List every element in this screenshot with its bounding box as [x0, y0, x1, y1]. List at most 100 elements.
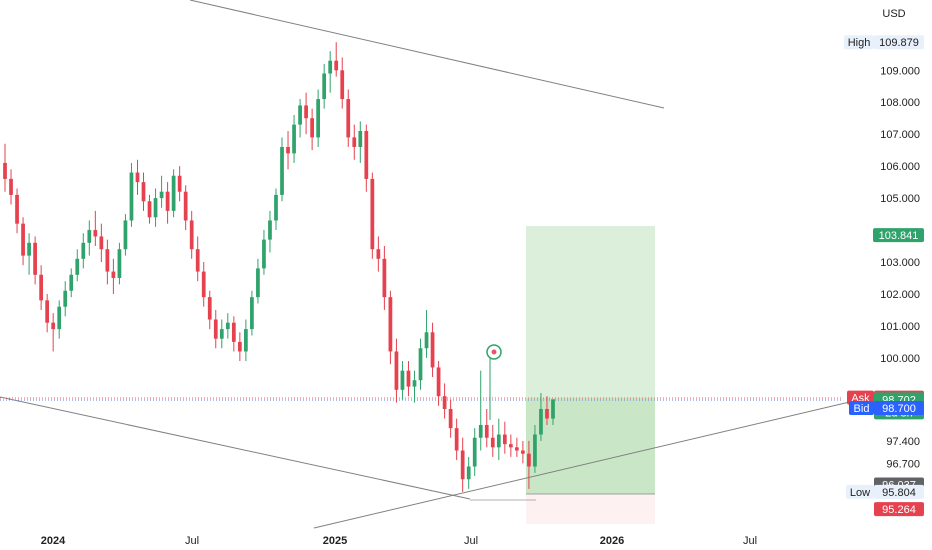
- candle-body[interactable]: [551, 399, 555, 419]
- candle-body[interactable]: [99, 236, 104, 250]
- candle-body[interactable]: [87, 230, 92, 243]
- candle-body[interactable]: [364, 131, 369, 179]
- candle-body[interactable]: [292, 124, 296, 154]
- candle-body[interactable]: [45, 300, 50, 323]
- candle-body[interactable]: [195, 249, 200, 272]
- candle-body[interactable]: [545, 408, 549, 419]
- candle-body[interactable]: [51, 322, 56, 330]
- candle-body[interactable]: [219, 329, 224, 339]
- candle-body[interactable]: [424, 332, 429, 349]
- candle-body[interactable]: [147, 201, 152, 218]
- candle-body[interactable]: [262, 239, 266, 269]
- candle-body[interactable]: [189, 220, 194, 250]
- support-trendline[interactable]: [313, 395, 876, 529]
- candle-body[interactable]: [129, 172, 134, 221]
- y-tick-label: 100.000: [880, 353, 920, 365]
- candle-body[interactable]: [256, 268, 260, 298]
- candle-body[interactable]: [460, 450, 465, 480]
- candle-body[interactable]: [27, 242, 31, 256]
- candle-body[interactable]: [298, 105, 302, 125]
- candle-body[interactable]: [400, 370, 405, 390]
- candle-body[interactable]: [201, 271, 206, 298]
- candle-body[interactable]: [436, 367, 441, 397]
- candle-body[interactable]: [244, 329, 248, 352]
- upper-trendline[interactable]: [189, 0, 665, 109]
- candle-body[interactable]: [15, 194, 19, 224]
- candle-body[interactable]: [376, 249, 381, 259]
- candle-body[interactable]: [316, 99, 321, 138]
- candle-body[interactable]: [57, 306, 62, 330]
- candle-body[interactable]: [515, 447, 519, 451]
- lower-trendline[interactable]: [0, 396, 471, 500]
- candle-body[interactable]: [75, 258, 80, 275]
- candle-body[interactable]: [527, 453, 531, 467]
- candle-body[interactable]: [388, 297, 393, 352]
- candle-body[interactable]: [533, 434, 537, 467]
- candle-body[interactable]: [117, 249, 122, 278]
- candle-body[interactable]: [286, 146, 290, 154]
- candle-body[interactable]: [448, 408, 453, 429]
- candle-body[interactable]: [484, 424, 489, 438]
- candle-body[interactable]: [225, 322, 230, 330]
- candle-body[interactable]: [430, 332, 435, 368]
- candle-body[interactable]: [466, 466, 471, 480]
- candle-body[interactable]: [280, 146, 284, 195]
- candle-body[interactable]: [250, 297, 254, 330]
- candle-body[interactable]: [502, 434, 507, 445]
- candle-body[interactable]: [322, 73, 327, 100]
- candle-body[interactable]: [3, 162, 7, 179]
- candle-body[interactable]: [382, 258, 387, 298]
- candle-body[interactable]: [490, 437, 495, 448]
- candle-body[interactable]: [352, 137, 357, 147]
- candle-body[interactable]: [9, 178, 13, 195]
- candle-body[interactable]: [21, 223, 25, 256]
- candle-body[interactable]: [183, 191, 188, 221]
- candle-body[interactable]: [304, 105, 308, 119]
- candle-body[interactable]: [442, 396, 447, 409]
- candle-body[interactable]: [81, 242, 86, 259]
- candle-body[interactable]: [141, 182, 146, 202]
- candle-body[interactable]: [213, 319, 218, 339]
- candle-body[interactable]: [268, 220, 272, 240]
- candle-body[interactable]: [237, 341, 242, 352]
- candle-body[interactable]: [358, 131, 363, 147]
- candle-body[interactable]: [539, 408, 543, 435]
- candle-body[interactable]: [334, 60, 339, 71]
- candle-body[interactable]: [508, 444, 513, 448]
- candle-body[interactable]: [135, 172, 140, 183]
- candle-body[interactable]: [33, 242, 37, 275]
- candle-body[interactable]: [340, 70, 345, 100]
- candle-body[interactable]: [111, 271, 116, 278]
- candle-body[interactable]: [394, 351, 399, 390]
- candle-body[interactable]: [231, 322, 236, 342]
- candle-body[interactable]: [406, 370, 411, 387]
- candle-body[interactable]: [328, 60, 333, 74]
- x-tick-label: 2026: [600, 535, 624, 547]
- candle-body[interactable]: [412, 380, 417, 387]
- candle-body[interactable]: [159, 191, 164, 199]
- target-zone[interactable]: [526, 226, 655, 398]
- candle-body[interactable]: [39, 274, 43, 301]
- candle-body[interactable]: [171, 175, 176, 211]
- candle-body[interactable]: [454, 428, 459, 451]
- candle-body[interactable]: [105, 249, 110, 272]
- candle-body[interactable]: [177, 175, 182, 192]
- candle-body[interactable]: [69, 274, 74, 291]
- candle-body[interactable]: [274, 194, 278, 221]
- candle-body[interactable]: [370, 178, 375, 250]
- candle-body[interactable]: [346, 99, 351, 138]
- candle-body[interactable]: [310, 118, 314, 138]
- candle-body[interactable]: [418, 348, 423, 381]
- candle-body[interactable]: [153, 198, 158, 218]
- candle-body[interactable]: [207, 297, 212, 320]
- candle-body[interactable]: [165, 191, 170, 211]
- candle-body[interactable]: [123, 220, 128, 250]
- candle-body[interactable]: [478, 424, 483, 438]
- candle-body[interactable]: [496, 434, 501, 448]
- candle-body[interactable]: [521, 450, 525, 454]
- candle-body[interactable]: [472, 437, 477, 467]
- bid-value: 98.700: [882, 403, 916, 415]
- candle-body[interactable]: [63, 290, 68, 307]
- candle-body[interactable]: [93, 230, 98, 237]
